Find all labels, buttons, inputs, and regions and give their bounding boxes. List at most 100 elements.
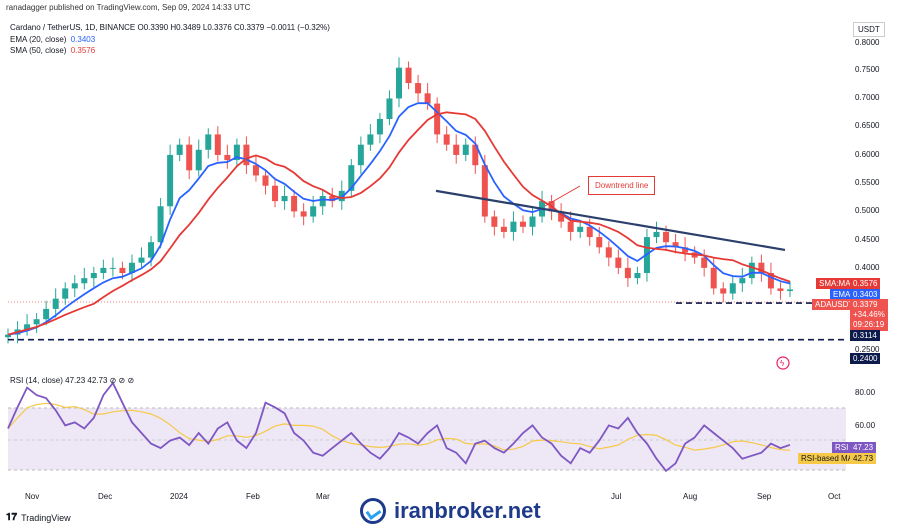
candle-body [100, 267, 107, 273]
time-tick: Jul [611, 492, 622, 501]
candle-body [624, 267, 631, 279]
ema-tag-name: EMA [830, 289, 854, 300]
candle-body [586, 226, 593, 238]
candle-body [348, 165, 355, 191]
candle-body [329, 196, 336, 202]
candle-body [157, 206, 164, 243]
candle-body [434, 103, 441, 135]
candle-body [243, 144, 250, 166]
candle-body [195, 149, 202, 171]
ema-tag-value: 0.3403 [850, 289, 881, 300]
rsi-tag-value: 47.23 [850, 442, 877, 453]
time-tick: Sep [757, 492, 772, 501]
candle-body [281, 196, 288, 202]
price-tick: 0.4500 [855, 235, 880, 244]
candle-body [186, 144, 193, 171]
support-tag-1: 0.3114 [850, 330, 880, 341]
candle-body [491, 216, 498, 227]
rsi-legend: RSI (14, close) 47.23 42.73 ⊘ ⊘ ⊘ [10, 376, 135, 385]
candle-body [176, 144, 183, 155]
price-tick: 0.5500 [855, 178, 880, 187]
published-note: ranadagger published on TradingView.com,… [6, 3, 251, 12]
candle-body [729, 283, 736, 294]
candle-body [739, 278, 746, 284]
candle-body [386, 98, 393, 119]
price-tick: 0.7500 [855, 65, 880, 74]
annotation-pointer [544, 185, 581, 207]
ohlc-line: O0.3390 H0.3489 L0.3376 C0.3379 −0.0011 … [137, 23, 330, 32]
time-tick: Nov [25, 492, 40, 501]
candle-body [767, 273, 774, 289]
candle-body [224, 154, 231, 161]
candle-body [43, 308, 50, 320]
tradingview-icon: 𝟏𝟕 [6, 512, 18, 523]
time-tick: Dec [98, 492, 113, 501]
candle-body [272, 185, 279, 202]
candle-body [338, 190, 345, 202]
candle-body [462, 144, 469, 155]
candle-body [90, 273, 97, 279]
candle-body [62, 288, 69, 299]
brand-check-icon [360, 498, 386, 524]
candle-body [405, 67, 412, 84]
alert-icon[interactable] [776, 356, 790, 370]
candle-body [634, 273, 641, 279]
sma-legend-label: SMA (50, close) [10, 46, 67, 55]
symbol-tag-box: 0.3379 +34.46% 09:26:19 [850, 299, 888, 331]
alert-icon-glyph: ϟ [780, 359, 785, 368]
candle-body [167, 154, 174, 207]
candle-body [119, 267, 126, 273]
candle-body [720, 288, 727, 294]
candle-body [233, 144, 240, 161]
candle-body [376, 119, 383, 135]
candle-body [663, 231, 670, 243]
candle-body [24, 324, 31, 330]
candle-body [33, 319, 40, 325]
symbol-line: Cardano / TetherUS, 1D, BINANCE [10, 23, 136, 32]
candle-body [682, 247, 689, 253]
candle-body [128, 262, 135, 273]
candle-body [396, 67, 402, 99]
currency-label[interactable]: USDT [853, 22, 885, 37]
rsi-tick: 80.00 [855, 388, 876, 397]
candle-body [710, 267, 717, 289]
rsi-tag-name: RSI [832, 442, 852, 453]
price-tick: 0.4000 [855, 263, 880, 272]
rsi-tick: 60.00 [855, 421, 876, 430]
downtrend-line [435, 189, 786, 251]
tradingview-text: TradingView [21, 512, 71, 523]
candle-body [214, 134, 221, 155]
candle-body [52, 298, 59, 309]
candle-body [148, 242, 155, 258]
sma-tag-name: SMA:MA [816, 278, 854, 289]
sma-line [7, 111, 791, 336]
price-tick: 0.6000 [855, 150, 880, 159]
candle-body [787, 289, 793, 291]
candle-body [672, 242, 679, 248]
candle-body [291, 196, 298, 212]
candle-body [758, 262, 765, 273]
candle-body [262, 175, 269, 186]
ema-legend-label: EMA (20, close) [10, 34, 67, 44]
candle-body [300, 211, 307, 217]
support-tag-2: 0.2400 [850, 353, 881, 364]
time-tick: Feb [246, 492, 260, 501]
tradingview-logo[interactable]: 𝟏𝟕 TradingView [6, 512, 71, 523]
candle-body [252, 165, 259, 176]
candle-body [558, 211, 565, 222]
downtrend-annotation: Downtrend line [588, 176, 656, 195]
brand-text: iranbroker.net [394, 498, 541, 523]
time-tick: Aug [683, 492, 698, 501]
sma-tag-value: 0.3576 [850, 278, 881, 289]
price-tick: 0.6500 [855, 121, 880, 130]
candle-body [424, 93, 431, 104]
candle-body [653, 231, 660, 238]
candles [5, 57, 793, 344]
time-tick: Oct [828, 492, 841, 501]
price-tick: 0.5000 [855, 206, 880, 215]
candle-body [5, 334, 11, 338]
candle-body [567, 221, 574, 232]
candle-body [510, 221, 517, 232]
symbol-tag-change: +34.46% [853, 310, 885, 319]
